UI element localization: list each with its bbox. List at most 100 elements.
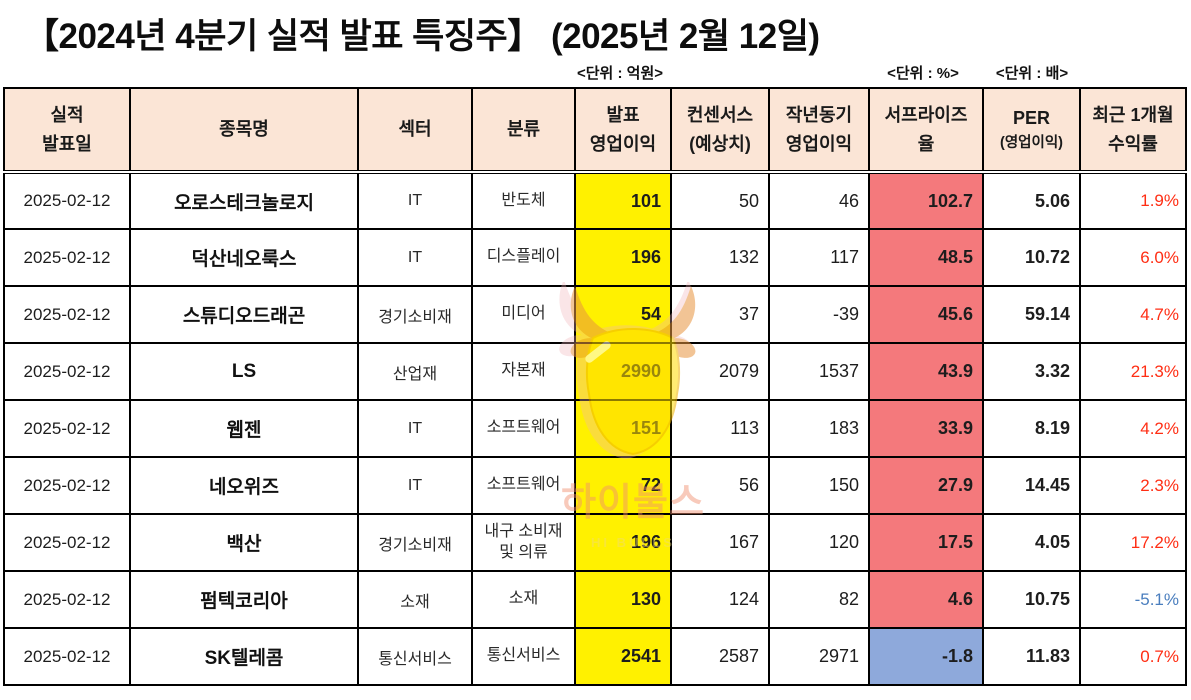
cell-return_1m: 2.3% [1079,456,1187,515]
cell-value: 소재 [508,590,539,608]
cell-per: 5.06 [982,171,1081,230]
col-header-line: 종목명 [219,119,269,140]
cell-consensus: 132 [670,228,770,287]
cell-value: 1537 [818,361,859,381]
cell-value: 113 [730,418,759,438]
cell-per: 10.72 [982,228,1081,287]
cell-consensus: 37 [670,285,770,344]
cell-value: 2025-02-12 [23,532,111,552]
col-header-line: 작년동기 [785,104,853,125]
cell-last_year: 150 [768,456,870,515]
cell-value: -39 [832,304,859,324]
col-header-consensus: 컨센서스 (예상치) [670,87,770,174]
cell-value: 10.75 [1024,589,1070,609]
cell-value: -1.8 [941,646,973,666]
cell-value: 0.7% [1140,646,1179,666]
page-title: 【2024년 4분기 실적 발표 특징주】 (2025년 2월 12일) [24,17,820,56]
earnings-table: 실적 발표일 종목명 섹터 분류 발표 영업이익 컨센서스 (예상치) 작년동기 영업이익 서프라이즈… [3,87,1187,686]
cell-consensus: 124 [670,570,770,629]
cell-value: 124 [728,589,759,609]
cell-value: 2971 [818,646,859,666]
cell-value: IT [407,476,423,494]
cell-date: 2025-02-12 [3,627,131,686]
cell-date: 2025-02-12 [3,456,131,515]
cell-value: 백산 [226,534,262,555]
cell-value: 117 [830,247,859,267]
cell-value: 2990 [620,361,661,381]
cell-last_year: 117 [768,228,870,287]
cell-announced: 2990 [574,342,672,401]
cell-value: 3.32 [1034,361,1070,381]
col-header-line: 율 [917,133,935,154]
cell-announced: 130 [574,570,672,629]
cell-per: 4.05 [982,513,1081,572]
cell-value: 내구 소비재 및 의류 [484,522,563,561]
cell-category: 내구 소비재 및 의류 [471,513,576,572]
header-row: 실적 발표일 종목명 섹터 분류 발표 영업이익 컨센서스 (예상치) 작년동기 영업이익 서프라이즈… [3,87,1187,174]
cell-value: 펌텍코리아 [200,591,288,612]
cell-value: 4.2% [1140,418,1179,438]
col-header-line: 영업이익 [589,133,657,154]
cell-value: 통신서비스 [378,650,452,668]
unit-label-operating-profit: <단위 : 억원> [576,65,664,82]
col-header-line: 서프라이즈 [884,104,968,125]
cell-announced: 196 [574,513,672,572]
cell-value: 46 [838,190,859,211]
cell-name: 백산 [129,513,359,572]
cell-value: IT [407,248,423,266]
cell-consensus: 50 [670,171,770,230]
cell-value: IT [407,419,423,437]
cell-value: 산업재 [392,365,438,383]
col-header-line: 실적 [50,104,84,125]
cell-category: 디스플레이 [471,228,576,287]
cell-value: 2025-02-12 [23,589,111,609]
cell-last_year: 183 [768,399,870,458]
cell-sector: 산업재 [357,342,473,401]
col-header-line: 분류 [506,119,541,140]
cell-last_year: 2971 [768,627,870,686]
cell-sector: IT [357,456,473,515]
cell-value: -5.1% [1134,589,1179,609]
cell-value: 43.9 [937,361,973,381]
cell-value: 21.3% [1130,361,1179,381]
cell-value: 디스플레이 [486,248,561,266]
cell-value: 자본재 [501,362,546,380]
cell-value: 덕산네오룩스 [191,249,297,270]
cell-name: SK텔레콤 [129,627,359,686]
cell-sector: IT [357,171,473,230]
cell-value: 196 [630,532,661,552]
cell-value: 27.9 [937,475,973,495]
cell-value: 경기소비재 [378,308,452,326]
cell-value: 37 [738,304,759,324]
cell-value: 102.7 [927,190,973,211]
cell-return_1m: 1.9% [1079,171,1187,230]
cell-value: 5.06 [1034,190,1070,211]
cell-value: 8.19 [1034,418,1070,438]
cell-return_1m: 6.0% [1079,228,1187,287]
cell-last_year: -39 [768,285,870,344]
cell-date: 2025-02-12 [3,342,131,401]
cell-value: 196 [630,247,661,267]
cell-value: 경기소비재 [378,536,452,554]
cell-value: 4.6 [947,589,973,609]
col-header-line: 발표일 [42,133,92,154]
cell-name: 웹젠 [129,399,359,458]
table-row: 2025-02-12 덕산네오룩스 IT 디스플레이 196 132 117 48.5 10.7… [3,228,1187,287]
table-row: 2025-02-12 웹젠 IT 소프트웨어 151 113 183 33.9 8.19 4.2% [3,399,1187,458]
cell-return_1m: 0.7% [1079,627,1187,686]
cell-last_year: 46 [768,171,870,230]
table-body: 2025-02-12 오로스테크놀로지 IT 반도체 101 50 46 102.7 5.06 1… [3,171,1187,686]
cell-per: 59.14 [982,285,1081,344]
cell-value: 54 [640,304,661,324]
cell-value: 10.72 [1024,247,1070,267]
cell-sector: IT [357,399,473,458]
cell-per: 11.83 [982,627,1081,686]
cell-value: 웹젠 [226,420,262,441]
cell-surprise: 17.5 [868,513,984,572]
col-header-line: 최근 1개월 [1092,104,1174,125]
cell-value: 통신서비스 [486,647,561,665]
cell-last_year: 1537 [768,342,870,401]
cell-consensus: 2079 [670,342,770,401]
cell-value: 101 [630,190,661,211]
cell-surprise: 33.9 [868,399,984,458]
